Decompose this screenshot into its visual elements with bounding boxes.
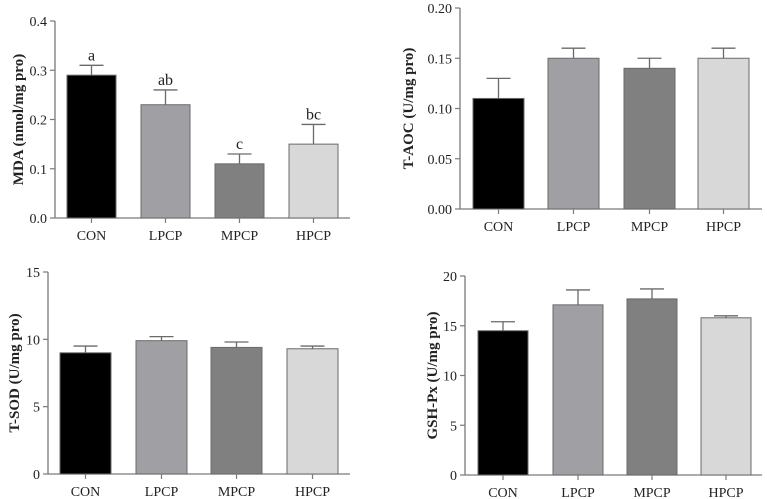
y-tick-label: 0.4 (30, 15, 48, 30)
y-tick-label: 0.00 (428, 203, 453, 218)
y-axis-label: MDA (nmol/mg pro) (11, 54, 27, 185)
y-tick-label: 15 (443, 320, 457, 335)
panel-2: 0.00 0.05 0.10 0.15 0.20 T-AOC (U/mg pro) CON L… (401, 2, 762, 235)
y-tick-label: 5 (33, 401, 40, 416)
x-tick-label: CON (71, 485, 101, 499)
x-tick-label: CON (484, 220, 514, 235)
x-tick-label: HPCP (295, 485, 330, 499)
y-tick-label: 0.05 (428, 153, 453, 168)
y-tick-label: 0 (33, 468, 40, 483)
bar-mpcp (210, 346, 263, 475)
x-tick-label: MPCP (631, 220, 669, 235)
x-tick-label: HPCP (296, 229, 331, 244)
x-tick-label: MPCP (218, 485, 256, 499)
bar-con (59, 352, 112, 475)
bar-hpcp (288, 143, 339, 219)
y-tick-label: 0.0 (30, 212, 48, 227)
y-tick-label: 10 (443, 370, 457, 385)
y-axis-label: GSH-Px (U/mg pro) (425, 311, 441, 439)
bar-lpcp (552, 304, 604, 476)
x-tick-label: LPCP (145, 485, 179, 499)
y-tick-label: 10 (26, 333, 40, 348)
y-tick-label: 20 (443, 270, 457, 285)
y-tick-label: 0.3 (30, 64, 48, 79)
y-tick-label: 0.2 (30, 114, 48, 129)
x-tick-label: MPCP (633, 486, 671, 499)
x-tick-label: LPCP (561, 486, 595, 499)
y-tick-label: 0.10 (428, 103, 453, 118)
bar-mpcp (626, 298, 678, 476)
y-tick-label: 5 (450, 419, 457, 434)
significance-label: c (236, 136, 243, 153)
bar-hpcp (700, 317, 752, 476)
bar-lpcp (140, 104, 191, 219)
panel-1: 0.0 0.1 0.2 0.3 0.4 MDA (nmol/mg pro) CON a LPCP… (11, 15, 350, 244)
y-tick-label: 15 (26, 266, 40, 281)
y-tick-label: 0 (450, 469, 457, 484)
bar-lpcp (135, 340, 188, 475)
y-tick-label: 0.1 (30, 163, 48, 178)
panel-3: 0 5 10 15 T-SOD (U/mg pro) CON LPCP MPCP HPCP (7, 266, 350, 499)
x-tick-label: CON (488, 486, 518, 499)
significance-label: bc (306, 106, 321, 123)
y-tick-label: 0.15 (428, 52, 453, 67)
x-tick-label: HPCP (706, 220, 741, 235)
bar-con (66, 74, 117, 219)
y-axis-label: T-AOC (U/mg pro) (401, 48, 417, 170)
x-tick-label: LPCP (557, 220, 591, 235)
bar-mpcp (214, 163, 265, 219)
significance-label: a (88, 47, 95, 64)
bar-con (477, 330, 529, 476)
significance-label: ab (158, 72, 173, 89)
x-tick-label: HPCP (708, 486, 743, 499)
bar-hpcp (697, 57, 750, 210)
x-tick-label: LPCP (149, 229, 183, 244)
bar-lpcp (547, 57, 600, 210)
y-tick-label: 0.20 (428, 2, 453, 17)
bar-con (472, 97, 525, 210)
bar-hpcp (286, 348, 339, 475)
x-tick-label: CON (77, 229, 107, 244)
panel-4: 0 5 10 15 20 GSH-Px (U/mg pro) CON LPCP MPCP HPCP (425, 270, 762, 499)
bar-mpcp (623, 67, 676, 210)
x-tick-label: MPCP (221, 229, 259, 244)
y-axis-label: T-SOD (U/mg pro) (7, 313, 23, 432)
